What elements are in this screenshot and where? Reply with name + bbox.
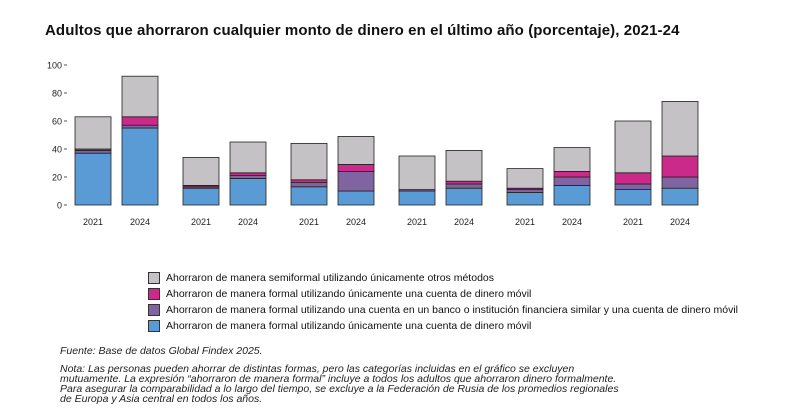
bar-segment-semiformal — [182, 156, 220, 186]
y-tick-label: 60 — [52, 117, 62, 127]
bar-segment-semiformal — [398, 155, 436, 190]
chart-title: Adultos que ahorraron cualquier monto de… — [45, 22, 680, 39]
bar-segment-formal_other — [614, 172, 652, 185]
bar-segment-mm_only — [337, 190, 375, 206]
bar-segment-mm_only — [445, 187, 483, 206]
footnote: Nota: Las personas pueden ahorrar de dis… — [60, 363, 780, 405]
x-tick-label: 2021 — [515, 217, 535, 227]
x-tick-label: 2024 — [346, 217, 366, 227]
bar-segment-mm_only — [182, 187, 220, 206]
x-tick-label: 2021 — [191, 217, 211, 227]
bar-segment-mm_only — [661, 187, 699, 206]
bar-segment-mm_only — [398, 190, 436, 206]
bar-segment-formal_other — [290, 179, 328, 184]
x-tick-label: 2021 — [407, 217, 427, 227]
footnote-line: de Europa y Asia central en todos los añ… — [60, 393, 263, 405]
legend-swatch — [148, 304, 160, 316]
bar-segment-formal_other — [337, 163, 375, 172]
bar-segment-bank_and_mm — [229, 175, 267, 179]
bar-segment-bank_and_mm — [290, 182, 328, 188]
x-tick-label: 2024 — [130, 217, 150, 227]
bar-segment-mm_only — [506, 191, 544, 206]
bar-segment-bank_and_mm — [445, 183, 483, 189]
legend-swatch — [148, 288, 160, 300]
bar-segment-semiformal — [337, 135, 375, 165]
bar-segment-semiformal — [445, 149, 483, 182]
x-tick-label: 2024 — [454, 217, 474, 227]
bar-segment-semiformal — [290, 142, 328, 181]
y-tick-label: 40 — [52, 145, 62, 155]
bar-segment-semiformal — [661, 101, 699, 157]
bar-segment-semiformal — [506, 168, 544, 189]
x-tick-label: 2021 — [623, 217, 643, 227]
legend-item: Ahorraron de manera semiformal utilizand… — [148, 270, 738, 286]
bar-segment-mm_only — [229, 177, 267, 206]
bar-segment-formal_other — [661, 155, 699, 178]
bar-segment-mm_only — [74, 152, 112, 206]
bar-segment-bank_and_mm — [337, 170, 375, 192]
y-tick-label: 20 — [52, 173, 62, 183]
bar-segment-formal_other — [553, 170, 591, 178]
x-tick-label: 2024 — [238, 217, 258, 227]
footnote-line: mutuamente. La expresión “ahorraron de m… — [60, 373, 617, 385]
bar-segment-bank_and_mm — [74, 149, 112, 154]
legend-item: Ahorraron de manera formal utilizando ún… — [148, 286, 738, 302]
bar-segment-formal_other — [229, 172, 267, 177]
stacked-bar-chart: 0 20 40 60 80 100 2021 2024 2021 2024 2021 2024 2021… — [47, 61, 699, 227]
legend-item: Ahorraron de manera formal utilizando ún… — [148, 318, 738, 334]
bar-segment-semiformal — [121, 75, 159, 118]
y-tick-label: 0 — [57, 201, 62, 211]
y-tick-label: 100 — [47, 61, 62, 71]
x-tick-label: 2021 — [299, 217, 319, 227]
bar-segment-formal_other — [445, 180, 483, 185]
bar-segment-mm_only — [121, 127, 159, 206]
legend-item: Ahorraron de manera formal utilizando un… — [148, 302, 738, 318]
footnote-line: Nota: Las personas pueden ahorrar de dis… — [60, 363, 575, 375]
bar-segment-bank_and_mm — [553, 176, 591, 186]
bar-segment-bank_and_mm — [614, 183, 652, 190]
bar-segment-semiformal — [74, 116, 112, 150]
bar-segment-semiformal — [553, 147, 591, 172]
bar-segment-formal_other — [121, 116, 159, 126]
x-tick-label: 2021 — [83, 217, 103, 227]
bar-segment-bank_and_mm — [506, 189, 544, 193]
legend-label: Ahorraron de manera formal utilizando ún… — [166, 288, 532, 300]
bar-segment-bank_and_mm — [661, 176, 699, 189]
bar-segment-mm_only — [290, 186, 328, 206]
y-tick-label: 80 — [52, 89, 62, 99]
legend-label: Ahorraron de manera formal utilizando ún… — [166, 320, 532, 332]
legend: Ahorraron de manera semiformal utilizand… — [148, 270, 738, 334]
footnote-line: Para asegurar la comparabilidad a lo lar… — [60, 383, 619, 395]
legend-label: Ahorraron de manera semiformal utilizand… — [166, 272, 494, 284]
x-tick-label: 2024 — [670, 217, 690, 227]
bar-segment-mm_only — [614, 189, 652, 206]
legend-swatch — [148, 272, 160, 284]
legend-label: Ahorraron de manera formal utilizando un… — [166, 304, 738, 316]
bar-segment-semiformal — [614, 120, 652, 174]
bar-segment-mm_only — [553, 184, 591, 206]
legend-swatch — [148, 320, 160, 332]
bar-segment-bank_and_mm — [121, 124, 159, 129]
bar-segment-semiformal — [229, 141, 267, 174]
x-tick-label: 2024 — [562, 217, 582, 227]
source-note: Fuente: Base de datos Global Findex 2025… — [60, 345, 263, 357]
